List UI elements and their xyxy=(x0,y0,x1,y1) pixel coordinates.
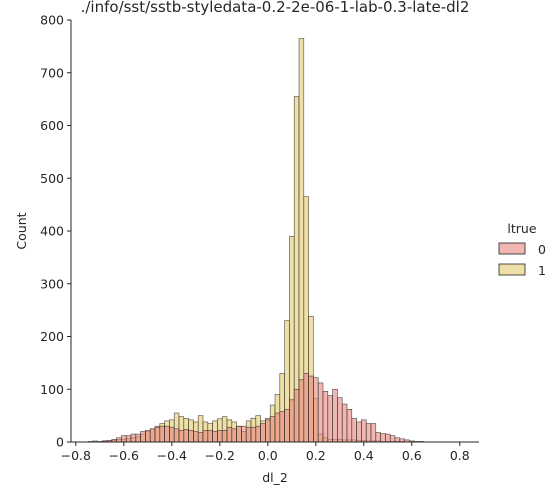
bar-series-0-bin-58 xyxy=(365,423,372,443)
bar-series-0-bin-27 xyxy=(217,430,223,443)
bar-series-0-bin-55 xyxy=(351,417,357,443)
y-tick-label: 800 xyxy=(40,13,64,28)
y-tick-label: 0 xyxy=(56,435,64,450)
bar-series-0-bin-36 xyxy=(260,423,266,443)
bar-series-0-bin-33 xyxy=(245,426,252,443)
bar-series-0-bin-31 xyxy=(236,425,242,443)
bar-series-0-bin-52 xyxy=(337,397,343,443)
bars-series-0 xyxy=(101,373,425,443)
legend-label-1: 1 xyxy=(538,263,546,278)
bar-series-0-bin-11 xyxy=(140,431,146,443)
bar-series-0-bin-30 xyxy=(231,428,237,443)
y-tick-label: 400 xyxy=(40,224,64,239)
bar-series-0-bin-56 xyxy=(356,421,362,443)
x-tick-label: −0.6 xyxy=(109,448,139,463)
bar-series-0-bin-24 xyxy=(202,430,209,443)
bar-series-0-bin-20 xyxy=(183,429,189,443)
bar-series-0-bin-60 xyxy=(375,432,381,443)
bar-series-0-bin-62 xyxy=(385,433,391,443)
x-tick-label: −0.2 xyxy=(205,448,235,463)
bar-series-0-bin-40 xyxy=(279,411,285,443)
y-tick-label: 100 xyxy=(40,382,64,397)
bar-series-0-bin-29 xyxy=(226,426,233,443)
y-axis-label: Count xyxy=(14,212,29,249)
y-tick-label: 500 xyxy=(40,171,64,186)
bar-series-0-bin-50 xyxy=(327,395,333,443)
bar-series-0-bin-6 xyxy=(116,437,122,443)
x-tick-label: 0.4 xyxy=(354,448,374,463)
bar-series-0-bin-7 xyxy=(121,435,127,443)
bar-series-0-bin-19 xyxy=(178,430,185,443)
y-ticks: 0 100 200 300 400 500 600 700 800 xyxy=(40,13,71,450)
x-tick-label: −0.8 xyxy=(61,448,91,463)
bar-series-0-bin-54 xyxy=(346,408,353,443)
bar-series-0-bin-23 xyxy=(197,432,204,443)
x-tick-label: 0.2 xyxy=(306,448,326,463)
bar-series-0-bin-38 xyxy=(269,416,276,443)
bar-series-0-bin-14 xyxy=(154,426,161,443)
bar-series-0-bin-13 xyxy=(149,428,156,443)
legend-title: ltrue xyxy=(507,221,536,236)
bar-series-0-bin-26 xyxy=(212,431,218,443)
bar-series-0-bin-15 xyxy=(159,425,165,443)
bar-series-0-bin-63 xyxy=(389,435,396,443)
bar-series-0-bin-34 xyxy=(250,426,257,443)
bar-series-0-bin-47 xyxy=(313,377,319,443)
bar-series-0-bin-10 xyxy=(135,433,141,443)
bar-series-0-bin-28 xyxy=(221,430,228,443)
x-tick-label: 0.6 xyxy=(402,448,422,463)
chart-title: ./info/sst/sstb-styledata-0.2-2e-06-1-la… xyxy=(81,0,470,16)
bar-series-0-bin-32 xyxy=(241,425,247,443)
bar-series-0-bin-22 xyxy=(193,431,199,443)
bar-series-0-bin-9 xyxy=(130,433,137,443)
bar-series-0-bin-51 xyxy=(332,388,338,443)
bars-series-1 xyxy=(87,38,405,443)
x-axis-label: dl_2 xyxy=(262,470,288,485)
legend: ltrue 0 1 xyxy=(498,221,546,278)
bar-series-0-bin-16 xyxy=(164,425,170,443)
bar-series-0-bin-44 xyxy=(298,379,305,443)
bar-series-0-bin-59 xyxy=(370,423,377,443)
bar-series-0-bin-57 xyxy=(361,419,367,443)
bar-series-0-bin-41 xyxy=(284,408,290,443)
bar-series-0-bin-49 xyxy=(322,391,329,443)
bar-series-0-bin-18 xyxy=(173,428,180,443)
bar-series-0-bin-8 xyxy=(125,435,132,443)
bar-series-0-bin-39 xyxy=(274,412,281,443)
bar-series-0-bin-21 xyxy=(188,430,194,443)
y-tick-label: 600 xyxy=(40,118,64,133)
y-tick-label: 300 xyxy=(40,276,64,291)
x-ticks: −0.8 −0.6 −0.4 −0.2 0.0 0.2 0.4 0.6 0.8 xyxy=(61,442,470,463)
bar-series-0-bin-17 xyxy=(169,426,175,443)
y-tick-label: 200 xyxy=(40,329,64,344)
bar-series-0-bin-42 xyxy=(289,399,295,443)
bar-series-0-bin-45 xyxy=(303,373,309,443)
y-tick-label: 700 xyxy=(40,65,64,80)
legend-swatch-1 xyxy=(498,263,526,276)
bar-series-0-bin-64 xyxy=(394,437,401,443)
legend-label-0: 0 xyxy=(538,242,546,257)
bar-series-0-bin-25 xyxy=(207,430,213,443)
x-tick-label: −0.4 xyxy=(157,448,187,463)
bar-series-0-bin-43 xyxy=(293,388,300,443)
bar-series-0-bin-48 xyxy=(317,382,324,443)
x-tick-label: 0.0 xyxy=(258,448,278,463)
bar-series-0-bin-37 xyxy=(265,419,271,443)
bar-series-0-bin-53 xyxy=(341,403,348,443)
x-tick-label: 0.8 xyxy=(450,448,470,463)
bar-series-0-bin-35 xyxy=(255,425,261,443)
legend-swatch-0 xyxy=(498,242,526,255)
bar-series-0-bin-61 xyxy=(380,433,386,443)
bar-series-0-bin-46 xyxy=(308,375,314,443)
bar-series-0-bin-12 xyxy=(145,430,151,443)
